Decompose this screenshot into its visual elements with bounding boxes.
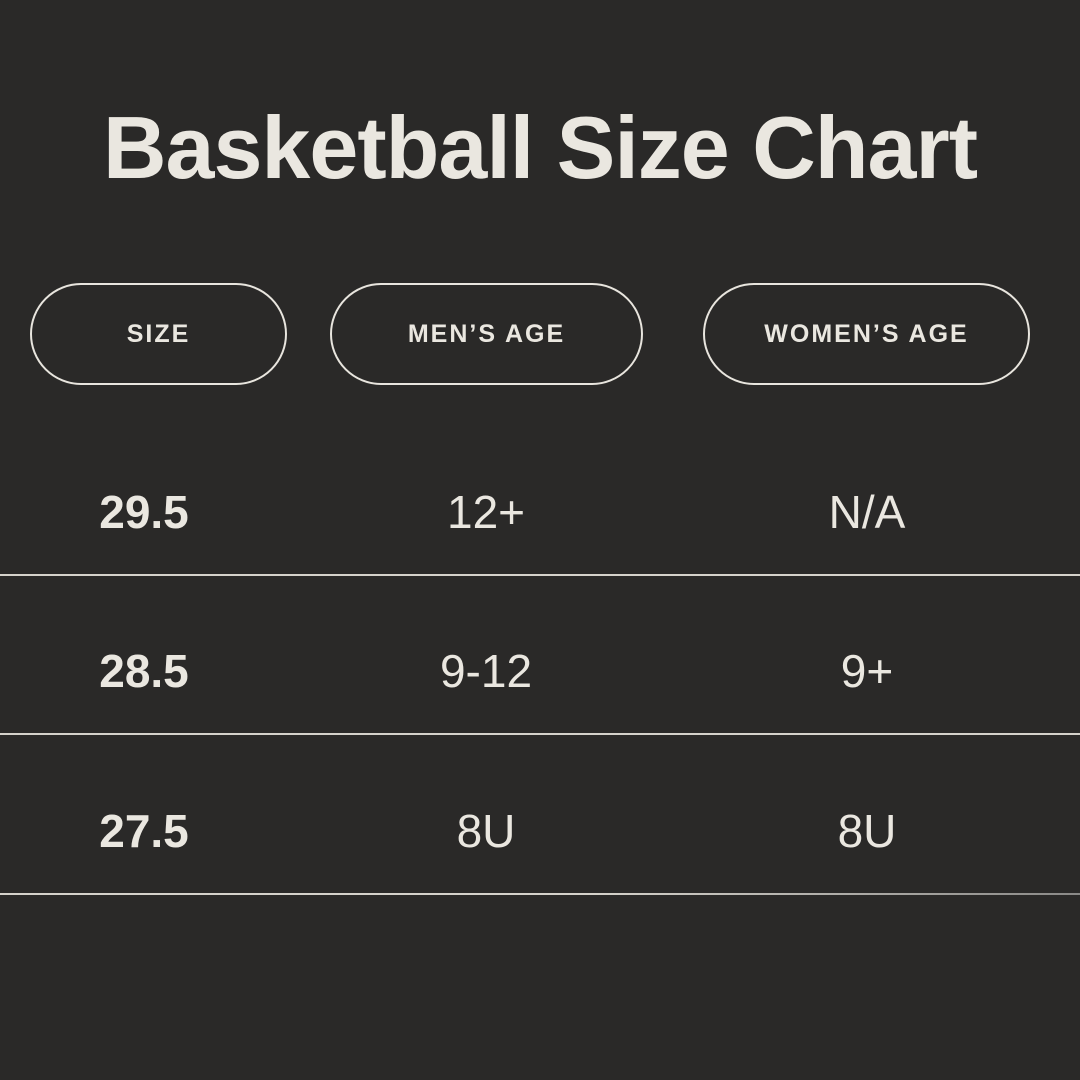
cell-size-row3: 27.5 [99, 805, 189, 857]
row-divider-2 [0, 733, 1080, 735]
column-header-pill-size: SIZE [30, 283, 287, 385]
column-header-label-womens-age: WOMEN’S AGE [764, 319, 969, 348]
cell-womens-age-row2: 9+ [840, 645, 894, 697]
column-header-pill-mens-age: MEN’S AGE [330, 283, 643, 385]
column-header-label-size: SIZE [126, 319, 191, 348]
column-header-pill-womens-age: WOMEN’S AGE [703, 283, 1030, 385]
cell-mens-age-row3: 8U [456, 805, 516, 857]
cell-size-row2: 28.5 [99, 645, 189, 697]
row-divider-3 [0, 893, 1080, 895]
cell-size-row1: 29.5 [99, 486, 189, 538]
cell-mens-age-row2: 9-12 [439, 645, 533, 697]
row-divider-1 [0, 574, 1080, 576]
column-header-label-mens-age: MEN’S AGE [407, 319, 566, 348]
cell-mens-age-row1: 12+ [446, 486, 526, 538]
cell-womens-age-row1: N/A [828, 486, 906, 538]
page-title: Basketball Size Chart [103, 98, 978, 197]
cell-womens-age-row3: 8U [837, 805, 897, 857]
